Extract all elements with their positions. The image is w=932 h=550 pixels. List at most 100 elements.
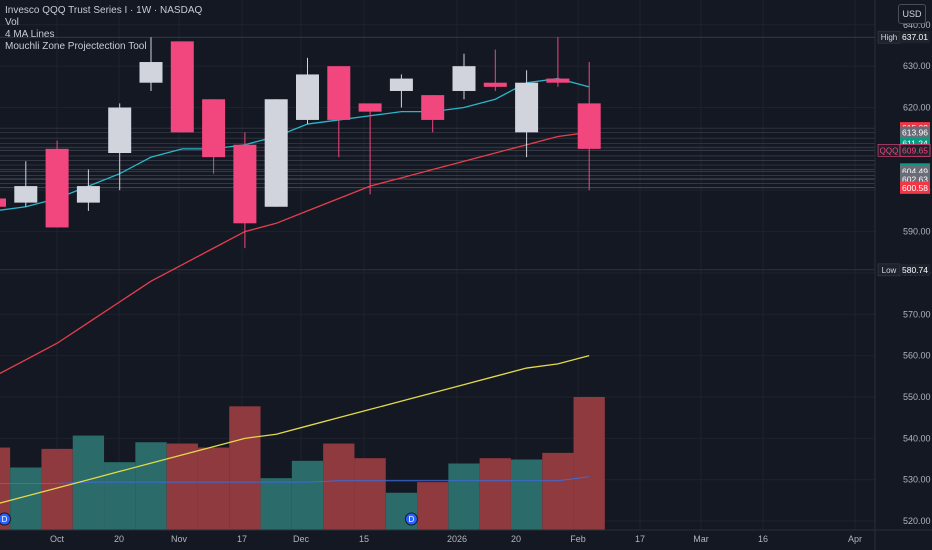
volume-bar <box>135 442 167 530</box>
volume-bar <box>260 478 292 530</box>
y-tick-label: 640.00 <box>903 20 931 30</box>
volume-bar <box>479 458 511 530</box>
ma-short-line <box>0 77 590 211</box>
indicator-vol[interactable]: Vol <box>5 17 19 28</box>
chart-legend: Invesco QQQ Trust Series I · 1W · NASDAQ… <box>5 5 202 53</box>
candle-body[interactable] <box>296 74 319 120</box>
x-tick-label: 16 <box>758 534 768 544</box>
x-tick-label: 17 <box>635 534 645 544</box>
volume-bar <box>510 459 543 530</box>
candle[interactable] <box>14 161 38 207</box>
y-tick-label: 620.00 <box>903 103 931 113</box>
volume-bar <box>573 397 605 530</box>
candle-body[interactable] <box>0 198 6 207</box>
price-label-neutral: 613.96 <box>900 126 930 139</box>
candle-body[interactable] <box>76 186 100 203</box>
candle[interactable] <box>515 70 539 158</box>
zone-lines <box>0 36 875 271</box>
volume-bar <box>417 482 449 530</box>
moving-average-lines <box>0 77 590 504</box>
candle[interactable] <box>139 37 163 91</box>
candle-body[interactable] <box>45 148 69 228</box>
candle-body[interactable] <box>14 186 38 203</box>
indicator-ma-lines[interactable]: 4 MA Lines <box>5 29 55 40</box>
candle[interactable] <box>483 49 507 91</box>
candle-body[interactable] <box>577 103 601 149</box>
price-label-bear: 600.58 <box>900 181 930 194</box>
dividend-marker-circle[interactable] <box>404 512 418 526</box>
volume-bar <box>0 447 11 530</box>
y-tick-label: 520.00 <box>903 516 931 526</box>
price-label-tag: Low <box>882 266 897 275</box>
candle-body[interactable] <box>421 95 445 120</box>
dividend-marker-label: D <box>2 515 8 524</box>
candle[interactable] <box>202 99 226 174</box>
candle[interactable] <box>546 37 570 87</box>
candle-body[interactable] <box>108 107 132 154</box>
candle[interactable] <box>452 53 476 100</box>
indicator-zone-tool[interactable]: Mouchli Zone Projectection Tool <box>5 41 147 52</box>
price-label-value: 611.24 <box>902 139 928 149</box>
ma-mid-line <box>0 131 590 375</box>
x-tick-label: 17 <box>237 534 247 544</box>
volume-bars <box>0 397 605 530</box>
candle-body[interactable] <box>389 78 413 91</box>
candle[interactable] <box>76 169 100 211</box>
candle-body[interactable] <box>170 41 194 133</box>
candle-body[interactable] <box>483 82 507 87</box>
x-tick-label: 20 <box>511 534 521 544</box>
candle[interactable] <box>577 62 601 191</box>
price-label-value: 613.96 <box>902 127 928 137</box>
candle-body[interactable] <box>358 103 382 112</box>
price-label-value: 602.63 <box>902 174 928 184</box>
candle-body[interactable] <box>264 99 288 207</box>
candle[interactable] <box>389 74 413 108</box>
x-tick-label: 20 <box>114 534 124 544</box>
x-tick-label: Mar <box>693 534 709 544</box>
symbol-title[interactable]: Invesco QQQ Trust Series I · 1W · NASDAQ <box>5 5 203 16</box>
y-tick-label: 550.00 <box>903 392 931 402</box>
y-tick-label: 630.00 <box>903 61 931 71</box>
candle-body[interactable] <box>202 99 226 158</box>
price-label-box <box>900 31 930 44</box>
price-label-value: 609.65 <box>902 145 928 155</box>
y-tick-label: 560.00 <box>903 351 931 361</box>
price-label-value: 637.01 <box>902 32 928 42</box>
x-tick-label: Apr <box>848 534 862 544</box>
dividend-marker[interactable]: D <box>404 512 418 526</box>
price-label-low: Low 580.74 <box>877 263 930 277</box>
candle-body[interactable] <box>515 82 539 133</box>
candle[interactable] <box>421 95 445 133</box>
candlesticks[interactable] <box>0 37 601 249</box>
candle[interactable] <box>327 66 351 158</box>
dividend-marker-circle[interactable] <box>0 512 11 526</box>
dividend-marker[interactable]: D <box>0 512 11 526</box>
price-label-box <box>900 263 930 276</box>
chart-grid <box>0 0 875 530</box>
currency-button[interactable]: USD <box>898 4 926 24</box>
candle-body[interactable] <box>327 66 351 120</box>
candle[interactable] <box>358 103 382 195</box>
y-tick-label: 590.00 <box>903 227 931 237</box>
candle[interactable] <box>296 57 319 125</box>
candle[interactable] <box>170 41 194 133</box>
volume-bar <box>104 462 136 530</box>
candle[interactable] <box>0 174 6 232</box>
candle-body[interactable] <box>233 144 257 224</box>
price-label-value: 600.58 <box>902 183 928 193</box>
candle[interactable] <box>108 103 132 191</box>
candle-body[interactable] <box>452 66 476 91</box>
y-tick-label: 540.00 <box>903 433 931 443</box>
price-label-current: QQQ 609.65 <box>877 143 931 157</box>
volume-bar <box>542 452 574 530</box>
candle-body[interactable] <box>546 78 570 83</box>
x-tick-label: Nov <box>171 534 188 544</box>
candle[interactable] <box>233 132 257 249</box>
candle[interactable] <box>264 99 288 207</box>
candle-body[interactable] <box>139 62 163 83</box>
candle[interactable] <box>45 140 69 228</box>
x-tick-label: 15 <box>359 534 369 544</box>
